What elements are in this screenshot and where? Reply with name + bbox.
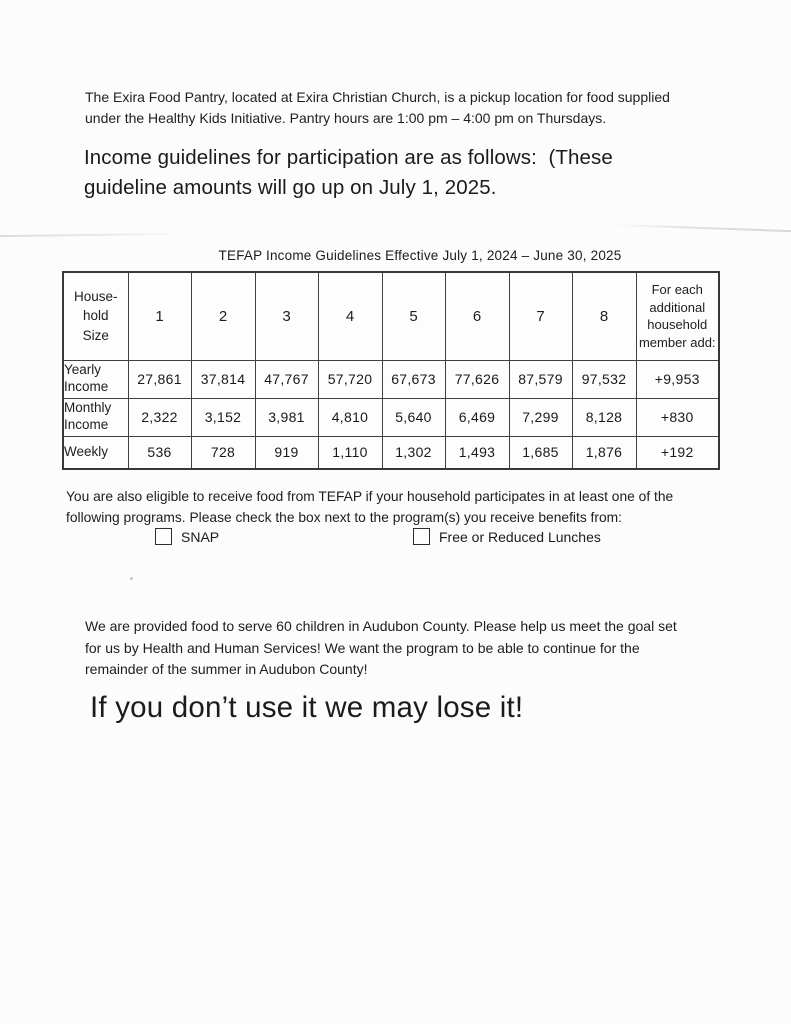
scan-crease-artifact-left: [0, 232, 179, 238]
table-row-weekly: Weekly 536 728 919 1,110 1,302 1,493 1,6…: [62, 435, 720, 470]
tagline-text: If you don’t use it we may lose it!: [90, 691, 524, 724]
table-cell: +830: [635, 397, 720, 437]
table-cell: 1,110: [317, 435, 383, 470]
intro-paragraph: The Exira Food Pantry, located at Exira …: [85, 89, 670, 126]
col-header-additional-member: For each additional household member add…: [635, 271, 720, 361]
table-cell: 8,128: [571, 397, 637, 437]
table-cell: 3,981: [254, 397, 319, 437]
col-header-7: 7: [508, 271, 573, 361]
table-title: TEFAP Income Guidelines Effective July 1…: [218, 248, 622, 263]
table-cell: 3,152: [190, 397, 256, 437]
table-cell: 1,685: [508, 435, 573, 470]
scan-speck-artifact: [130, 577, 133, 580]
scan-crease-artifact-right: [612, 223, 791, 233]
table-cell: 67,673: [381, 359, 446, 399]
table-cell: 1,302: [381, 435, 446, 470]
row-label-monthly-income: Monthly Income: [62, 397, 129, 437]
table-cell: 4,810: [317, 397, 383, 437]
table-cell: 1,493: [444, 435, 510, 470]
table-cell: 7,299: [508, 397, 573, 437]
eligibility-paragraph: You are also eligible to receive food fr…: [66, 489, 674, 526]
table-cell: 87,579: [508, 359, 573, 399]
table-cell: 536: [127, 435, 192, 470]
table-cell: 57,720: [317, 359, 383, 399]
goal-paragraph: We are provided food to serve 60 childre…: [85, 618, 677, 678]
table-cell: 6,469: [444, 397, 510, 437]
snap-checkbox[interactable]: [155, 528, 172, 545]
row-label-weekly: Weekly: [62, 435, 129, 470]
income-guidelines-table: House- hold Size 1 2 3 4 5 6 7 8 For eac…: [62, 271, 720, 470]
col-header-1: 1: [127, 271, 192, 361]
table-cell: +192: [635, 435, 720, 470]
table-cell: 919: [254, 435, 319, 470]
table-cell: +9,953: [635, 359, 720, 399]
income-guidelines-heading: Income guidelines for participation are …: [84, 146, 613, 199]
table-cell: 97,532: [571, 359, 637, 399]
table-header-row: House- hold Size 1 2 3 4 5 6 7 8 For eac…: [62, 271, 720, 361]
table-cell: 37,814: [190, 359, 256, 399]
col-header-5: 5: [381, 271, 446, 361]
table-cell: 5,640: [381, 397, 446, 437]
row-label-yearly-income: Yearly Income: [62, 359, 129, 399]
table-row-monthly-income: Monthly Income 2,322 3,152 3,981 4,810 5…: [62, 397, 720, 437]
col-header-2: 2: [190, 271, 256, 361]
col-header-household-size: House- hold Size: [62, 271, 129, 361]
col-header-8: 8: [571, 271, 637, 361]
col-header-6: 6: [444, 271, 510, 361]
col-header-3: 3: [254, 271, 319, 361]
col-header-4: 4: [317, 271, 383, 361]
table-cell: 77,626: [444, 359, 510, 399]
snap-checkbox-label: SNAP: [181, 528, 220, 545]
table-cell: 1,876: [571, 435, 637, 470]
snap-checkbox-item: SNAP: [155, 528, 219, 545]
table-cell: 2,322: [127, 397, 192, 437]
table-row-yearly-income: Yearly Income 27,861 37,814 47,767 57,72…: [62, 359, 720, 399]
table-cell: 27,861: [127, 359, 192, 399]
free-reduced-lunches-checkbox[interactable]: [413, 528, 430, 545]
table-cell: 47,767: [254, 359, 319, 399]
free-reduced-lunches-checkbox-label: Free or Reduced Lunches: [439, 528, 601, 545]
free-reduced-lunches-checkbox-item: Free or Reduced Lunches: [413, 528, 601, 545]
table-cell: 728: [190, 435, 256, 470]
